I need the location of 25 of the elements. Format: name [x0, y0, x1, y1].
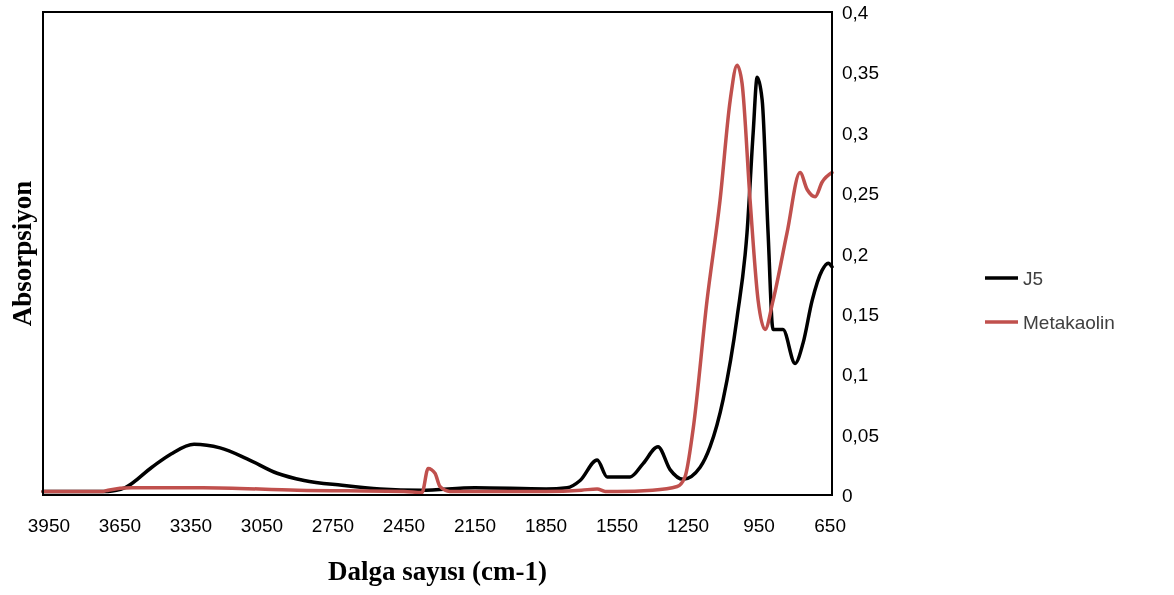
x-tick-label: 3950	[27, 515, 71, 536]
y-tick-label: 0,35	[842, 62, 879, 84]
x-tick-label: 650	[814, 515, 846, 536]
y-tick-label: 0,25	[842, 183, 879, 205]
y-tick-label: 0,05	[842, 424, 879, 446]
y-tick-label: 0,15	[842, 303, 879, 325]
x-tick-label: 2750	[311, 515, 355, 536]
x-tick-label: 1550	[595, 515, 639, 536]
y-tick-label: 0	[842, 485, 853, 506]
y-tick-label: 0,4	[842, 2, 869, 23]
y-axis-title: Absorpsiyon	[7, 180, 37, 327]
x-tick-label: 1850	[524, 515, 568, 536]
legend-label: J5	[1023, 268, 1044, 289]
x-tick-label: 3650	[98, 515, 142, 536]
y-tick-label: 0,1	[842, 364, 869, 386]
x-tick-label: 1250	[666, 515, 710, 536]
x-tick-label: 3050	[240, 515, 284, 536]
x-tick-label: 2150	[453, 515, 497, 536]
y-tick-label: 0,2	[842, 243, 869, 265]
x-tick-label: 3350	[169, 515, 213, 536]
x-axis-title: Dalga sayısı (cm-1)	[328, 556, 547, 586]
x-tick-label: 950	[743, 515, 775, 536]
legend-label: Metakaolin	[1023, 312, 1115, 333]
y-tick-label: 0,3	[842, 122, 869, 144]
x-tick-label: 2450	[382, 515, 426, 536]
